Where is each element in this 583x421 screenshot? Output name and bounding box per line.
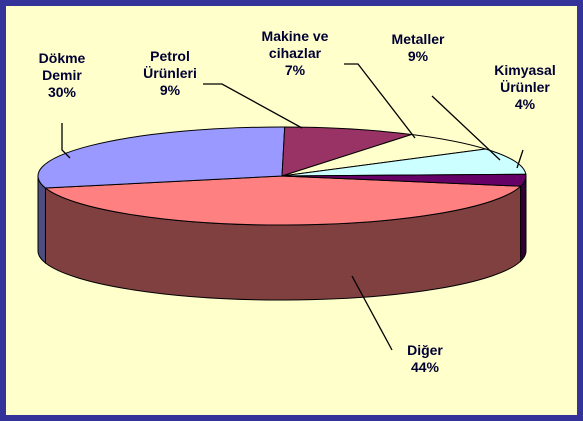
slice-label: Makine ve cihazlar 7% xyxy=(250,28,340,79)
slice-side xyxy=(520,175,527,263)
slice xyxy=(44,175,522,226)
leader-line xyxy=(203,83,303,129)
value-label: 30% xyxy=(47,84,77,100)
leader-line xyxy=(61,123,71,159)
value-label: 44% xyxy=(410,359,440,375)
pie-area xyxy=(37,63,527,351)
category-name: Metaller xyxy=(391,31,445,47)
value-label: 7% xyxy=(284,62,306,78)
slice xyxy=(281,173,527,187)
leader-line xyxy=(351,275,393,351)
slice-label: Petrol Ürünleri 9% xyxy=(133,48,208,99)
slice-label: Dökme Demir 30% xyxy=(32,50,92,101)
slice xyxy=(281,126,412,177)
value-label: 4% xyxy=(514,96,536,112)
leader-line xyxy=(431,95,501,161)
leader-line xyxy=(344,63,416,139)
value-label: 9% xyxy=(159,82,181,98)
slice-label: Diğer 44% xyxy=(395,342,455,376)
category-name: Dökme Demir xyxy=(38,50,86,83)
category-name: Kimyasal Ürünler xyxy=(494,62,556,95)
slice-label: Metaller 9% xyxy=(381,31,456,65)
slice-side xyxy=(37,175,46,265)
leader-line xyxy=(516,149,524,169)
category-name: Petrol Ürünleri xyxy=(143,48,197,81)
slice xyxy=(37,126,286,189)
value-label: 9% xyxy=(407,48,429,64)
category-name: Diğer xyxy=(407,342,443,358)
category-name: Makine ve cihazlar xyxy=(261,28,329,61)
slice-label: Kimyasal Ürünler 4% xyxy=(485,62,565,113)
